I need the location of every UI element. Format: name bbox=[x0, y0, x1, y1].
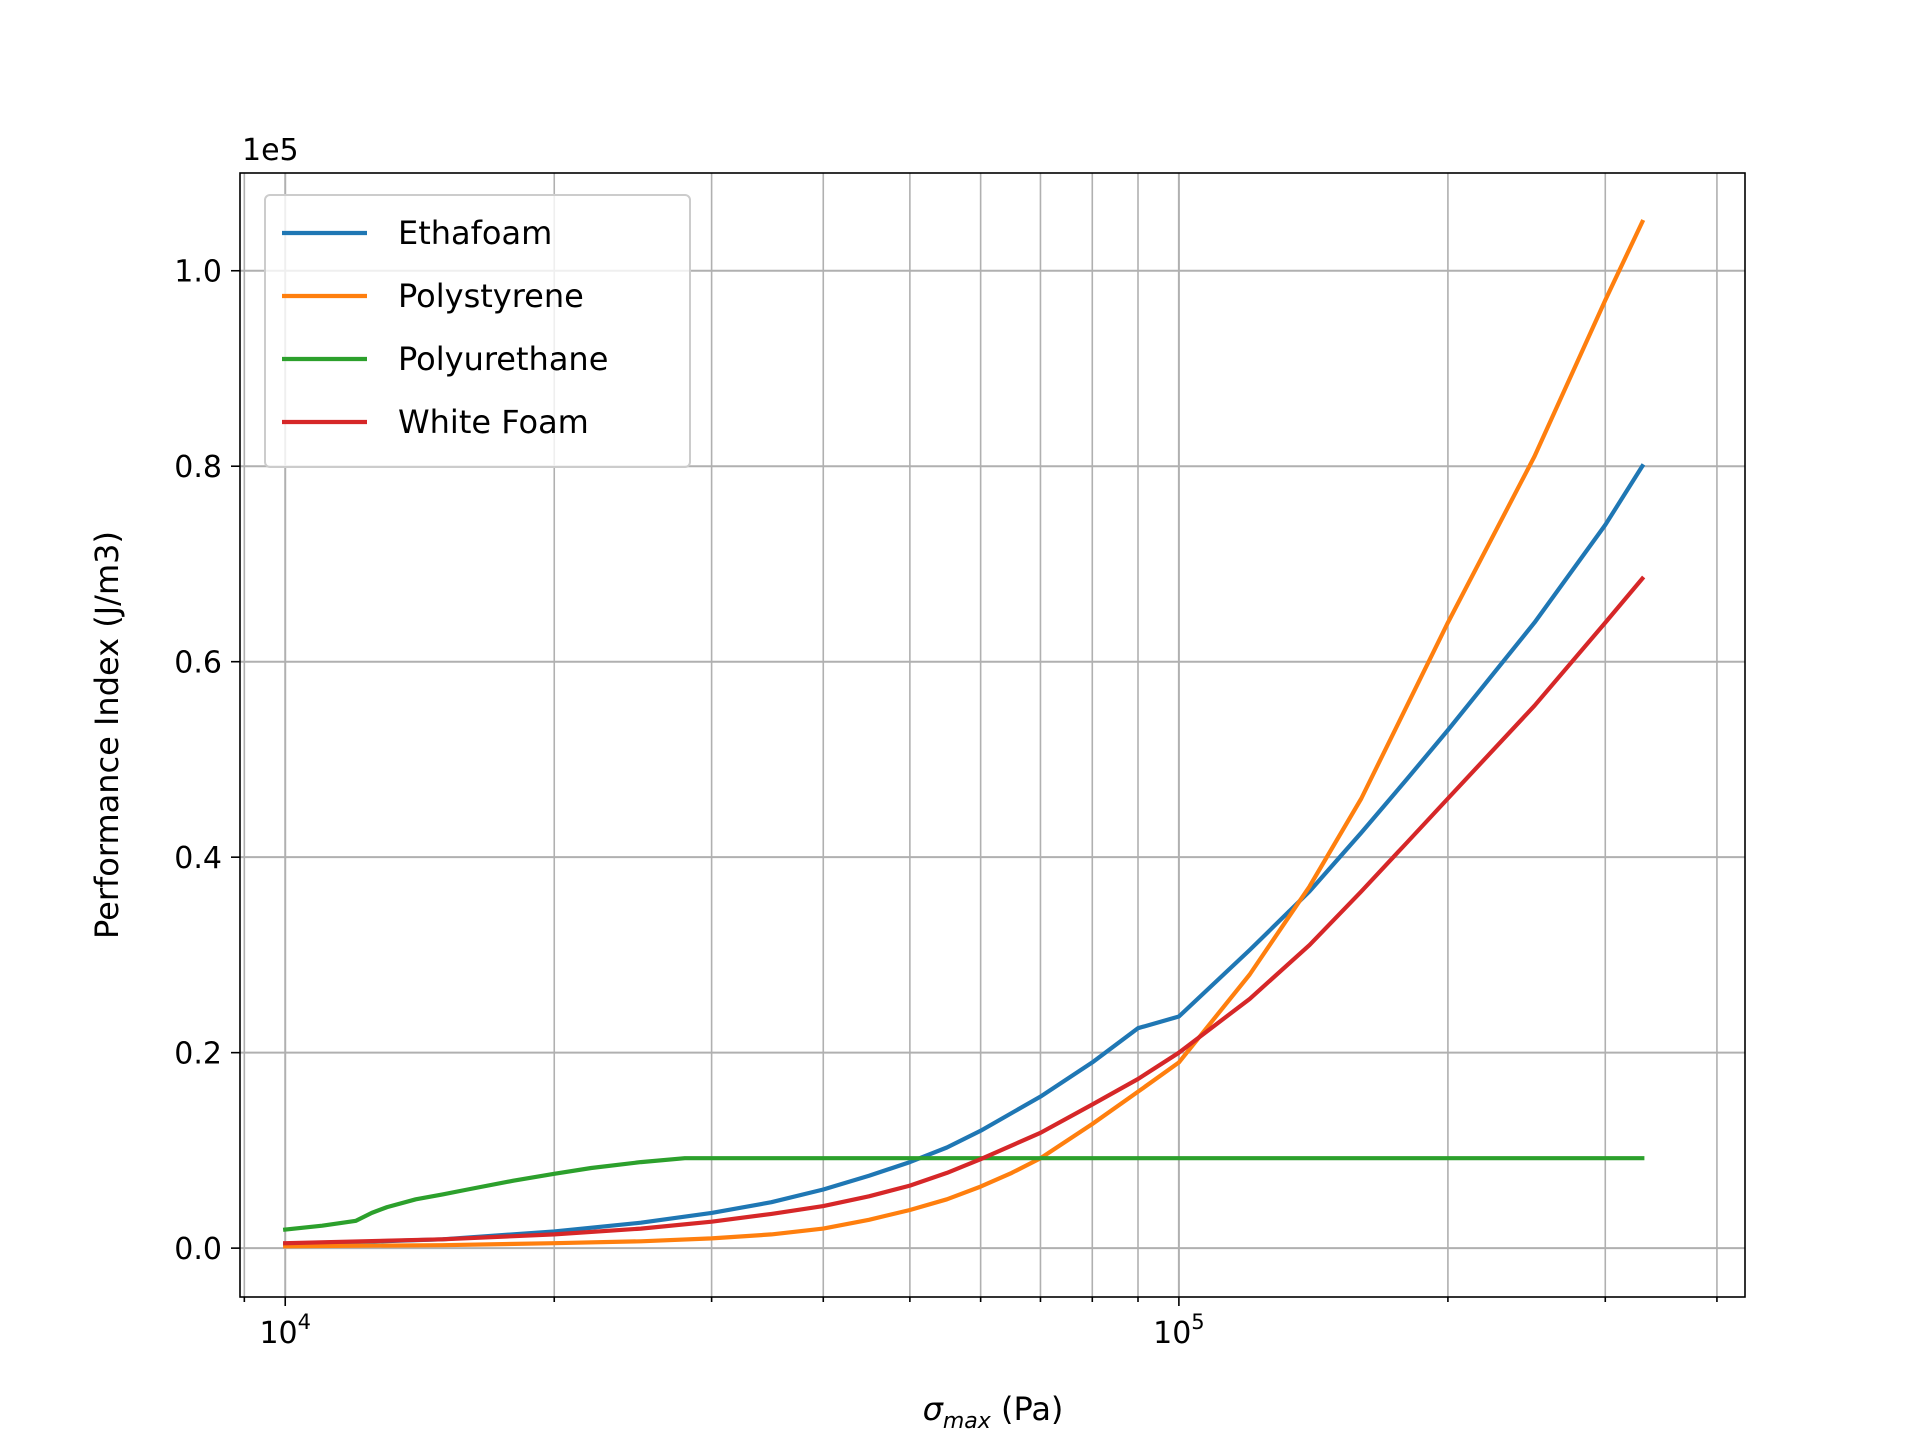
series-line-polyurethane bbox=[282, 1156, 1645, 1232]
series-line-ethafoam bbox=[283, 463, 1646, 1247]
x-axis-label: σmax (Pa) bbox=[923, 1390, 1064, 1434]
y-tick-label: 0.6 bbox=[174, 646, 222, 681]
y-tick-label: 0.8 bbox=[174, 450, 222, 485]
y-tick-label: 1.0 bbox=[174, 255, 222, 290]
x-axis-subscript: max bbox=[943, 1409, 992, 1434]
series-line-polystyrene bbox=[283, 219, 1646, 1249]
x-tick-base: 10 bbox=[259, 1316, 297, 1351]
x-tick-exponent: 4 bbox=[298, 1310, 311, 1334]
x-axis-unit: (Pa) bbox=[991, 1390, 1064, 1428]
plot-frame bbox=[239, 172, 1746, 1298]
series-line-white-foam bbox=[283, 575, 1646, 1246]
legend-label: Polyurethane bbox=[398, 340, 608, 378]
legend-label: Ethafoam bbox=[398, 214, 552, 252]
legend-box bbox=[264, 194, 691, 468]
x-tick-label: 105 bbox=[1153, 1310, 1205, 1351]
y-axis-label: Performance Index (J/m3) bbox=[88, 531, 126, 939]
series-lines bbox=[282, 219, 1646, 1249]
y-tick-label: 0.0 bbox=[174, 1232, 222, 1267]
legend: Ethafoam Polystyrene Polyurethane White Foa… bbox=[264, 194, 691, 468]
y-tick-label: 0.4 bbox=[174, 841, 222, 876]
legend-label: Polystyrene bbox=[398, 277, 584, 315]
x-axis-symbol: σ bbox=[923, 1390, 945, 1428]
x-tick-base: 10 bbox=[1153, 1316, 1191, 1351]
x-tick-exponent: 5 bbox=[1191, 1310, 1204, 1334]
y-offset-label: 1e5 bbox=[242, 133, 299, 168]
x-tick-label: 104 bbox=[259, 1310, 311, 1351]
y-tick-label: 0.2 bbox=[174, 1037, 222, 1072]
legend-label: White Foam bbox=[398, 403, 589, 441]
